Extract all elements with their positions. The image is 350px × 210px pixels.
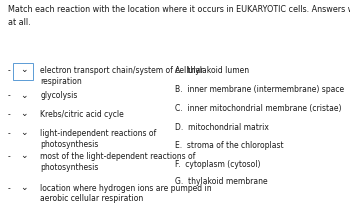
Text: ⌄: ⌄ (20, 151, 28, 160)
Text: -: - (8, 110, 10, 119)
Text: -: - (8, 91, 10, 100)
Text: ⌄: ⌄ (20, 65, 28, 74)
Text: D.  mitochondrial matrix: D. mitochondrial matrix (175, 123, 269, 132)
Text: E.  stroma of the chloroplast: E. stroma of the chloroplast (175, 141, 284, 150)
Text: ⌄: ⌄ (20, 109, 28, 118)
Text: electron transport chain/system of cellular
respiration: electron transport chain/system of cellu… (40, 66, 204, 85)
Text: location where hydrogen ions are pumped in
aerobic cellular respiration: location where hydrogen ions are pumped … (40, 184, 212, 203)
Text: light-independent reactions of
photosynthesis: light-independent reactions of photosynt… (40, 129, 156, 148)
Text: -: - (8, 66, 10, 75)
Text: -: - (8, 152, 10, 161)
Text: ⌄: ⌄ (20, 128, 28, 137)
Text: -: - (8, 129, 10, 138)
Text: ⌄: ⌄ (20, 183, 28, 192)
Text: Krebs/citric acid cycle: Krebs/citric acid cycle (40, 110, 124, 119)
Text: most of the light-dependent reactions of
photosynthesis: most of the light-dependent reactions of… (40, 152, 196, 172)
Text: Match each reaction with the location where it occurs in EUKARYOTIC cells. Answe: Match each reaction with the location wh… (8, 5, 350, 14)
Text: F.  cytoplasm (cytosol): F. cytoplasm (cytosol) (175, 160, 260, 169)
Text: B.  inner membrane (intermembrane) space: B. inner membrane (intermembrane) space (175, 85, 344, 94)
Text: glycolysis: glycolysis (40, 91, 78, 100)
Text: ⌄: ⌄ (20, 91, 28, 100)
Text: -: - (8, 184, 10, 193)
Text: A.  thylakoid lumen: A. thylakoid lumen (175, 66, 249, 75)
Text: at all.: at all. (8, 18, 30, 27)
FancyBboxPatch shape (13, 63, 33, 80)
Text: G.  thylakoid membrane: G. thylakoid membrane (175, 177, 268, 186)
Text: C.  inner mitochondrial membrane (cristae): C. inner mitochondrial membrane (cristae… (175, 104, 342, 113)
